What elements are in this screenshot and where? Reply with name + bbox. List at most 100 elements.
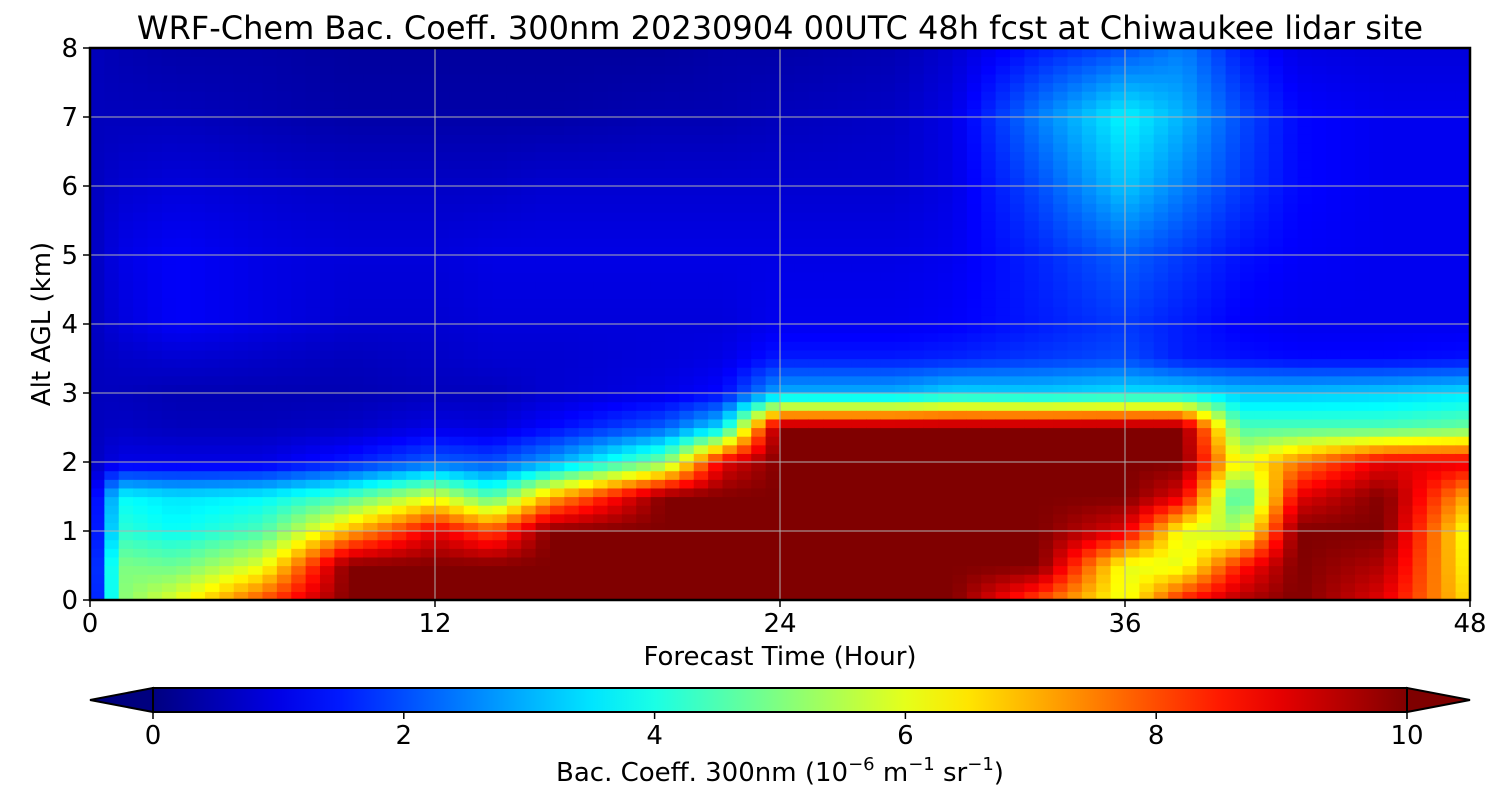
heatmap-cell	[348, 272, 364, 282]
heatmap-cell	[1139, 125, 1155, 135]
heatmap-cell	[478, 591, 494, 600]
heatmap-cell	[1096, 384, 1112, 394]
heatmap-cell	[406, 99, 422, 109]
heatmap-cell	[1110, 56, 1126, 66]
heatmap-cell	[665, 444, 680, 454]
heatmap-cell	[1139, 73, 1155, 84]
heatmap-cell	[736, 444, 752, 454]
heatmap-cell	[262, 237, 278, 247]
heatmap-cell	[1024, 324, 1040, 334]
heatmap-cell	[665, 160, 680, 170]
heatmap-cell	[895, 591, 910, 600]
heatmap-cell	[851, 384, 867, 394]
heatmap-cell	[880, 177, 896, 187]
heatmap-cell	[435, 358, 450, 368]
heatmap-cell	[708, 315, 724, 325]
heatmap-cell	[161, 582, 177, 592]
heatmap-cell	[966, 298, 982, 308]
heatmap-cell	[550, 108, 565, 118]
heatmap-cell	[1182, 487, 1198, 498]
heatmap-cell	[262, 125, 278, 135]
heatmap-cell	[420, 487, 436, 498]
heatmap-cell	[837, 453, 853, 463]
heatmap-cell	[995, 73, 1011, 84]
heatmap-cell	[1153, 367, 1169, 377]
heatmap-cell	[1096, 453, 1112, 463]
heatmap-cell	[406, 194, 422, 204]
heatmap-cell	[1067, 82, 1083, 92]
heatmap-cell	[248, 582, 264, 592]
heatmap-cell	[449, 151, 465, 161]
heatmap-cell	[377, 255, 393, 265]
heatmap-cell	[981, 125, 997, 135]
heatmap-cell	[219, 436, 235, 446]
heatmap-cell	[693, 229, 709, 239]
heatmap-cell	[492, 220, 508, 230]
heatmap-cell	[248, 203, 264, 213]
heatmap-cell	[895, 384, 910, 394]
heatmap-cell	[751, 203, 767, 213]
heatmap-cell	[363, 134, 379, 144]
heatmap-cell	[607, 462, 623, 472]
heatmap-cell	[90, 513, 105, 523]
heatmap-cell	[851, 255, 867, 265]
heatmap-cell	[506, 246, 522, 256]
heatmap-cell	[981, 462, 997, 472]
heatmap-cell	[1024, 470, 1040, 480]
heatmap-cell	[923, 565, 939, 575]
heatmap-cell	[808, 556, 824, 567]
heatmap-cell	[751, 177, 767, 187]
heatmap-cell	[837, 496, 853, 506]
heatmap-cell	[593, 367, 609, 377]
heatmap-cell	[391, 263, 407, 273]
heatmap-cell	[219, 48, 235, 58]
heatmap-cell	[823, 65, 839, 75]
heatmap-cell	[305, 427, 321, 437]
heatmap-cell	[276, 108, 292, 118]
heatmap-cell	[1010, 177, 1025, 187]
heatmap-cell	[938, 349, 954, 360]
heatmap-cell	[1196, 99, 1212, 109]
heatmap-cell	[995, 401, 1011, 411]
heatmap-cell	[334, 306, 350, 316]
heatmap-cell	[952, 453, 968, 463]
heatmap-cell	[866, 487, 882, 498]
heatmap-cell	[607, 186, 623, 196]
heatmap-cell	[377, 358, 393, 368]
heatmap-cell	[233, 211, 249, 222]
heatmap-cell	[535, 177, 551, 187]
heatmap-cell	[291, 324, 307, 334]
heatmap-cell	[866, 272, 882, 282]
heatmap-cell	[995, 134, 1011, 144]
heatmap-cell	[348, 358, 364, 368]
heatmap-cell	[133, 280, 149, 291]
heatmap-cell	[435, 315, 450, 325]
heatmap-cell	[133, 565, 149, 575]
heatmap-cell	[837, 211, 853, 222]
heatmap-cell	[780, 556, 795, 567]
heatmap-cell	[1110, 574, 1126, 584]
heatmap-cell	[1024, 539, 1040, 549]
heatmap-cell	[406, 487, 422, 498]
heatmap-cell	[1010, 298, 1025, 308]
heatmap-cell	[564, 56, 580, 66]
heatmap-cell	[1010, 574, 1025, 584]
heatmap-cell	[722, 177, 738, 187]
heatmap-cell	[708, 272, 724, 282]
heatmap-cell	[104, 341, 120, 351]
heatmap-cell	[1067, 582, 1083, 592]
heatmap-cell	[161, 505, 177, 515]
heatmap-cell	[780, 91, 795, 101]
heatmap-cell	[981, 99, 997, 109]
heatmap-cell	[463, 393, 479, 403]
heatmap-cell	[693, 220, 709, 230]
heatmap-cell	[665, 548, 680, 558]
heatmap-cell	[895, 56, 910, 66]
heatmap-cell	[363, 246, 379, 256]
heatmap-cell	[938, 427, 954, 437]
heatmap-cell	[938, 306, 954, 316]
heatmap-cell	[895, 393, 910, 403]
heatmap-cell	[981, 48, 997, 58]
heatmap-cell	[1053, 539, 1069, 549]
heatmap-cell	[1010, 367, 1025, 377]
